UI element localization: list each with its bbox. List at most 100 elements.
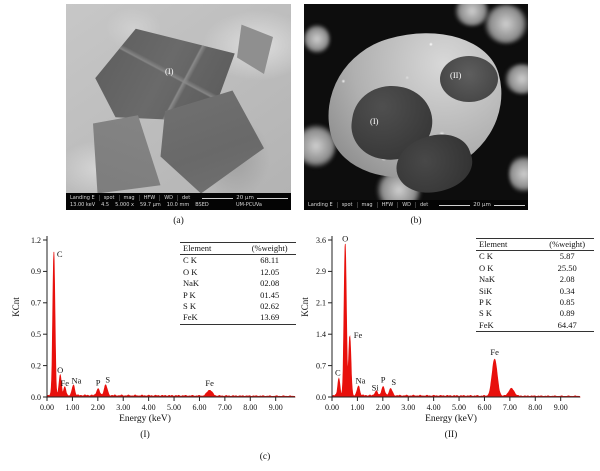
x-tick-label: 7.00 bbox=[218, 403, 232, 412]
x-tick-label: 2.00 bbox=[91, 403, 105, 412]
table-row: FeK 64.47 bbox=[476, 320, 594, 331]
table-cell: 2.08 bbox=[559, 274, 575, 285]
caption-b: (b) bbox=[410, 216, 422, 226]
peak-label: S bbox=[391, 377, 396, 387]
x-tick-label: 6.00 bbox=[192, 403, 206, 412]
eds-spectrum-II: 0.0 0.7 1.4 2.1 2.9 3.6 0.00 1.00 2.00 3.00 4.00 5.… bbox=[300, 230, 596, 442]
element-weight-table: Element (%weight) C K 68.11 O K 12.05 NaK 02.08… bbox=[180, 242, 296, 325]
statusbar-values: 13.00 keV 4.5 5.000 x 59.7 μm 10.0 mm BSED bbox=[69, 202, 212, 208]
table-row: S K 02.62 bbox=[180, 301, 296, 312]
table-row: P K 0.85 bbox=[476, 297, 594, 308]
eds-spectrum-I: 0.0 0.2 0.5 0.7 0.9 1.2 0.00 1.00 2.00 3.00 4.00 5.… bbox=[8, 230, 300, 442]
y-axis-label: KCnt bbox=[300, 297, 310, 317]
peak-label: Si bbox=[372, 383, 380, 393]
statusbar-field: Landing E bbox=[70, 195, 95, 201]
table-row: NaK 2.08 bbox=[476, 274, 594, 285]
y-axis-label: KCnt bbox=[11, 297, 21, 317]
scale-bar: 20 μm bbox=[439, 202, 526, 208]
statusbar-field: 59.7 μm bbox=[139, 202, 161, 208]
dark-inclusion bbox=[440, 56, 498, 102]
peak-label: O bbox=[57, 365, 63, 375]
table-row: O K 12.05 bbox=[180, 267, 296, 278]
statusbar-field: mag bbox=[118, 195, 139, 201]
table-cell: 12.05 bbox=[260, 266, 280, 277]
x-tick-label: 5.00 bbox=[167, 403, 181, 412]
region-label-I: (I) bbox=[165, 65, 174, 76]
table-cell: FeK bbox=[183, 312, 198, 323]
x-tick-label: 9.00 bbox=[554, 403, 568, 412]
peak-label: Fe bbox=[205, 378, 214, 388]
statusbar-field: WD bbox=[159, 195, 177, 201]
table-cell: O K bbox=[183, 266, 198, 277]
table-row: C K 5.87 bbox=[476, 251, 594, 262]
table-cell: S K bbox=[183, 301, 196, 312]
spectrum-plot: 0.0 0.7 1.4 2.1 2.9 3.6 0.00 1.00 2.00 3.00 4.00 5.… bbox=[316, 233, 581, 412]
table-cell: P K bbox=[183, 289, 196, 300]
table-row: C K 68.11 bbox=[180, 255, 296, 266]
table-cell: 0.89 bbox=[559, 308, 575, 319]
table-cell: 68.11 bbox=[260, 255, 280, 266]
table-cell: 01.45 bbox=[260, 289, 280, 300]
peak-label: P bbox=[96, 377, 101, 387]
spectrum-trace bbox=[331, 243, 581, 398]
statusbar-field: BSED bbox=[195, 202, 209, 208]
table-cell: 02.08 bbox=[260, 278, 280, 289]
scale-line bbox=[202, 197, 234, 199]
scale-line bbox=[493, 204, 526, 206]
table-cell: S K bbox=[479, 308, 492, 319]
table-cell: 13.69 bbox=[260, 312, 280, 323]
element-weight-table: Element (%weight) C K 5.87 O K 25.50 NaK 2.08 Si… bbox=[476, 238, 594, 333]
x-tick-label: 0.00 bbox=[325, 403, 339, 412]
statusbar-field: 13.00 keV bbox=[70, 202, 96, 208]
table-cell: NaK bbox=[479, 274, 496, 285]
table-cell: 0.85 bbox=[559, 297, 575, 308]
statusbar-field: 4.5 bbox=[101, 202, 110, 208]
peak-label: C bbox=[335, 368, 341, 378]
table-cell: C K bbox=[183, 255, 197, 266]
table-cell: SiK bbox=[479, 285, 493, 296]
peak-label: Fe bbox=[354, 330, 363, 340]
table-header-row: Element (%weight) bbox=[180, 243, 296, 256]
table-header: (%weight) bbox=[251, 243, 288, 253]
y-tick-label: 1.4 bbox=[316, 330, 326, 339]
table-row: NaK 02.08 bbox=[180, 278, 296, 289]
statusbar-row-values: 13.00 keV 4.5 5.000 x 59.7 μm 10.0 mm BSED UM… bbox=[66, 202, 291, 208]
region-label-II: (II) bbox=[450, 70, 462, 80]
statusbar-field: HFW bbox=[138, 195, 160, 201]
x-tick-label: 1.00 bbox=[350, 403, 364, 412]
table-cell: NaK bbox=[183, 278, 200, 289]
table-cell: FeK bbox=[479, 319, 494, 330]
x-axis-label: Energy (keV) bbox=[425, 414, 477, 424]
table-row: FeK 13.69 bbox=[180, 312, 296, 323]
caption-I: (I) bbox=[140, 430, 150, 440]
peak-label: Na bbox=[71, 376, 81, 386]
y-tick-label: 0.7 bbox=[316, 361, 326, 370]
table-row: O K 25.50 bbox=[476, 263, 594, 274]
statusbar-field: 5.000 x bbox=[115, 202, 134, 208]
x-tick-label: 4.00 bbox=[427, 403, 441, 412]
table-row: S K 0.89 bbox=[476, 308, 594, 319]
x-tick-label: 8.00 bbox=[528, 403, 542, 412]
scale-label: 20 μm bbox=[236, 195, 254, 201]
table-row: SiK 0.34 bbox=[476, 286, 594, 297]
scale-line bbox=[439, 204, 471, 206]
statusbar-field: 10.0 mm bbox=[166, 202, 190, 208]
table-cell: 25.50 bbox=[557, 262, 577, 273]
x-tick-label: 7.00 bbox=[503, 403, 517, 412]
particle-blob bbox=[484, 4, 528, 44]
particle-blob bbox=[509, 154, 528, 194]
peak-label: P bbox=[381, 374, 386, 384]
peak-label: C bbox=[57, 249, 63, 259]
statusbar-field: det bbox=[415, 202, 432, 208]
table-header: (%weight) bbox=[549, 239, 586, 249]
caption-a: (a) bbox=[173, 216, 184, 226]
table-row: P K 01.45 bbox=[180, 290, 296, 301]
